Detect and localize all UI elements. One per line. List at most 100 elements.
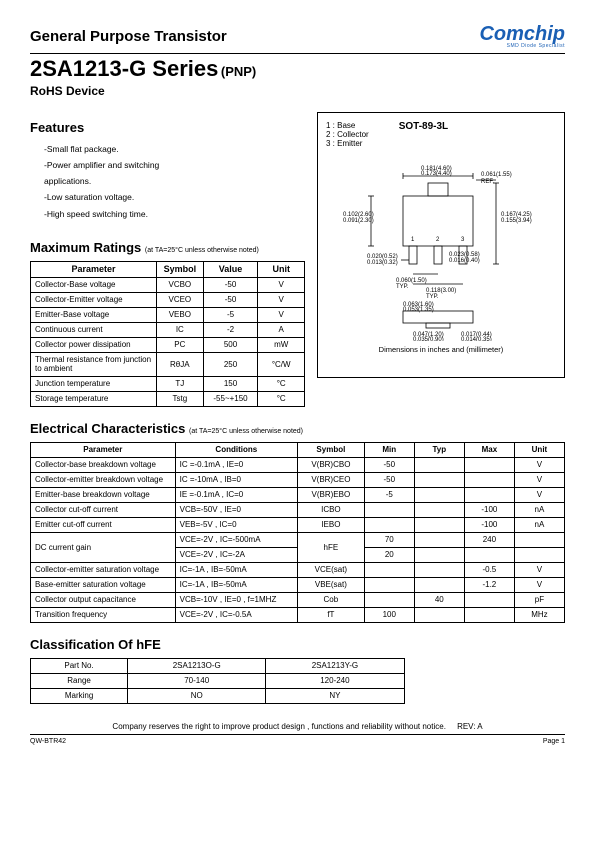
package-type: SOT-89-3L	[399, 121, 448, 132]
cell-value: -2	[203, 322, 258, 337]
table-header-row: Parameter Conditions Symbol Min Typ Max …	[31, 442, 565, 457]
package-box: 1 : Base 2 : Collector 3 : Emitter SOT-8…	[317, 112, 565, 378]
top-row: Features -Small flat package. -Power amp…	[30, 112, 565, 407]
svg-text:2: 2	[436, 237, 440, 243]
cell-typ	[414, 547, 464, 562]
cell-min: 70	[364, 532, 414, 547]
table-header-row: Parameter Symbol Value Unit	[31, 261, 305, 277]
pin-item: 1 : Base	[326, 121, 369, 130]
table-row: Continuous currentIC-2A	[31, 322, 305, 337]
svg-text:0.053(1.35): 0.053(1.35)	[403, 307, 434, 313]
cell-symbol: V(BR)CEO	[298, 472, 365, 487]
col-parameter: Parameter	[31, 261, 157, 277]
cell-conditions: VCB=-50V , IE=0	[175, 502, 297, 517]
cell-unit	[514, 547, 564, 562]
cell-typ	[414, 532, 464, 547]
cell-val: 70-140	[128, 673, 266, 688]
cell-symbol: Tstg	[157, 391, 204, 406]
features-list: -Small flat package. -Power amplifier an…	[44, 141, 305, 222]
table-row: Collector power dissipationPC500mW	[31, 337, 305, 352]
cell-max	[464, 472, 514, 487]
footer-rev: REV: A	[457, 722, 483, 731]
cell-parameter: Collector-emitter saturation voltage	[31, 562, 176, 577]
series-type: (PNP)	[221, 64, 256, 79]
cell-typ	[414, 517, 464, 532]
cell-parameter: Transition frequency	[31, 607, 176, 622]
cell-max	[464, 547, 514, 562]
logo: Comchip SMD Diode Specialist	[479, 25, 565, 49]
table-row: Collector-emitter breakdown voltageIC =-…	[31, 472, 565, 487]
cell-value: 500	[203, 337, 258, 352]
cell-symbol: VBE(sat)	[298, 577, 365, 592]
cell-typ	[414, 607, 464, 622]
cell-unit: A	[258, 322, 305, 337]
cell-unit: °C	[258, 376, 305, 391]
cell-unit: V	[514, 487, 564, 502]
table-row: Storage temperatureTstg-55~+150°C	[31, 391, 305, 406]
cell-parameter: Emitter cut-off current	[31, 517, 176, 532]
cell-conditions: VCE=-2V , IC=-500mA	[175, 532, 297, 547]
cell-unit: V	[514, 562, 564, 577]
table-row: Collector output capacitanceVCB=-10V , I…	[31, 592, 565, 607]
svg-text:REF.: REF.	[481, 179, 494, 185]
cell-min	[364, 562, 414, 577]
cell-min	[364, 577, 414, 592]
cell-unit: V	[258, 307, 305, 322]
cell-typ	[414, 562, 464, 577]
footer: Company reserves the right to improve pr…	[30, 722, 565, 731]
cell-conditions: IC=-1A , IB=-50mA	[175, 577, 297, 592]
cell-unit: mW	[258, 337, 305, 352]
cell-val: NO	[128, 688, 266, 703]
cell-conditions: IC =-0.1mA , IE=0	[175, 457, 297, 472]
cell-min: -50	[364, 472, 414, 487]
cell-unit: V	[514, 457, 564, 472]
cell-typ: 40	[414, 592, 464, 607]
cell-min: 20	[364, 547, 414, 562]
rohs-label: RoHS Device	[30, 84, 565, 98]
col-unit: Unit	[514, 442, 564, 457]
cell-typ	[414, 472, 464, 487]
cell-symbol: IC	[157, 322, 204, 337]
cell-max: -1.2	[464, 577, 514, 592]
col-value: Value	[203, 261, 258, 277]
cell-unit: V	[514, 577, 564, 592]
cell-symbol: VEBO	[157, 307, 204, 322]
cell-max: -100	[464, 517, 514, 532]
cell-max: -0.5	[464, 562, 514, 577]
svg-text:0.035(0.90): 0.035(0.90)	[413, 337, 444, 341]
package-labels: 1 : Base 2 : Collector 3 : Emitter SOT-8…	[326, 121, 556, 148]
cell-conditions: VCE=-2V , IC=-0.5A	[175, 607, 297, 622]
svg-text:0.013(0.32): 0.013(0.32)	[367, 260, 398, 266]
col-max: Max	[464, 442, 514, 457]
cell-max	[464, 487, 514, 502]
svg-text:0.173(4.40): 0.173(4.40)	[421, 171, 452, 177]
cell-value: 250	[203, 352, 258, 376]
cell-min	[364, 517, 414, 532]
table-row: Base-emitter saturation voltageIC=-1A , …	[31, 577, 565, 592]
cell-symbol: PC	[157, 337, 204, 352]
cell-parameter: Thermal resistance from junction to ambi…	[31, 352, 157, 376]
cell-parameter: Collector-emitter breakdown voltage	[31, 472, 176, 487]
col-min: Min	[364, 442, 414, 457]
cell-max	[464, 607, 514, 622]
features-heading: Features	[30, 120, 305, 135]
svg-text:3: 3	[461, 237, 465, 243]
series-name: 2SA1213-G Series	[30, 56, 218, 81]
col-parameter: Parameter	[31, 442, 176, 457]
feature-item: -Low saturation voltage.	[44, 189, 305, 205]
max-ratings-table: Parameter Symbol Value Unit Collector-Ba…	[30, 261, 305, 407]
cell-parameter: Collector-Base voltage	[31, 277, 157, 292]
cell-parameter: Collector cut-off current	[31, 502, 176, 517]
svg-text:0.014(0.35): 0.014(0.35)	[461, 337, 492, 341]
table-row: Part No.2SA1213O-G2SA1213Y-G	[31, 658, 405, 673]
col-unit: Unit	[258, 261, 305, 277]
cell-typ	[414, 457, 464, 472]
series-heading: 2SA1213-G Series (PNP)	[30, 56, 565, 82]
table-row: Collector cut-off currentVCB=-50V , IE=0…	[31, 502, 565, 517]
col-conditions: Conditions	[175, 442, 297, 457]
table-row: MarkingNONY	[31, 688, 405, 703]
cell-parameter: DC current gain	[31, 532, 176, 562]
logo-main: Comchip	[479, 23, 565, 45]
header-row: General Purpose Transistor Comchip SMD D…	[30, 25, 565, 49]
cell-symbol: VCBO	[157, 277, 204, 292]
